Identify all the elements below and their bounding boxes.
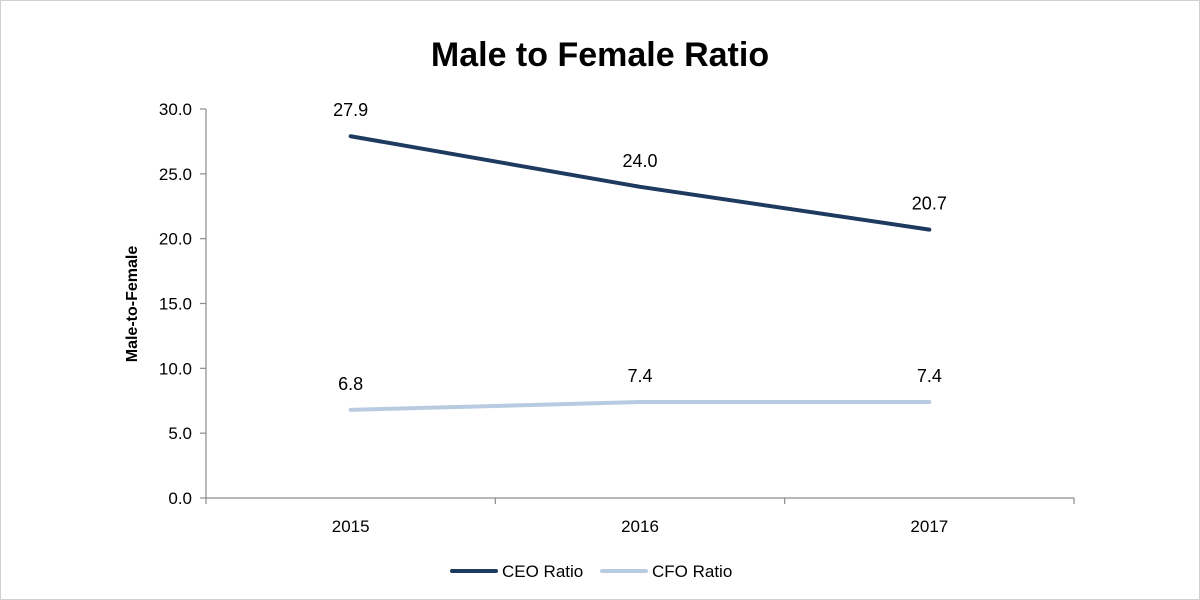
y-axis-label: Male-to-Female <box>124 246 141 363</box>
data-label: 24.0 <box>622 151 657 171</box>
data-label: 7.4 <box>917 366 942 386</box>
series-line-cfo-ratio <box>348 400 932 412</box>
y-tick-label: 25.0 <box>159 165 192 184</box>
series-group: 27.9 24.0 20.7 6.8 7.4 7.4 <box>333 100 947 412</box>
y-ticks: 0.0 5.0 10.0 15.0 20.0 25.0 30.0 <box>159 100 206 508</box>
legend-label: CFO Ratio <box>652 562 732 581</box>
x-ticks: 2015 2016 2017 <box>205 498 1075 536</box>
data-label: 6.8 <box>338 374 363 394</box>
y-tick-label: 30.0 <box>159 100 192 119</box>
x-tick-label: 2015 <box>332 517 370 536</box>
y-tick-label: 5.0 <box>168 424 192 443</box>
y-tick-label: 15.0 <box>159 295 192 314</box>
chart-title: Male to Female Ratio <box>431 36 769 74</box>
legend: CEO Ratio CFO Ratio <box>450 562 732 581</box>
legend-label: CEO Ratio <box>502 562 583 581</box>
x-tick-label: 2017 <box>910 517 948 536</box>
data-label: 7.4 <box>627 366 652 386</box>
y-tick-label: 20.0 <box>159 230 192 249</box>
data-label: 27.9 <box>333 100 368 120</box>
data-label: 20.7 <box>912 194 947 214</box>
y-tick-label: 0.0 <box>168 489 192 508</box>
y-tick-label: 10.0 <box>159 359 192 378</box>
x-tick-label: 2016 <box>621 517 659 536</box>
